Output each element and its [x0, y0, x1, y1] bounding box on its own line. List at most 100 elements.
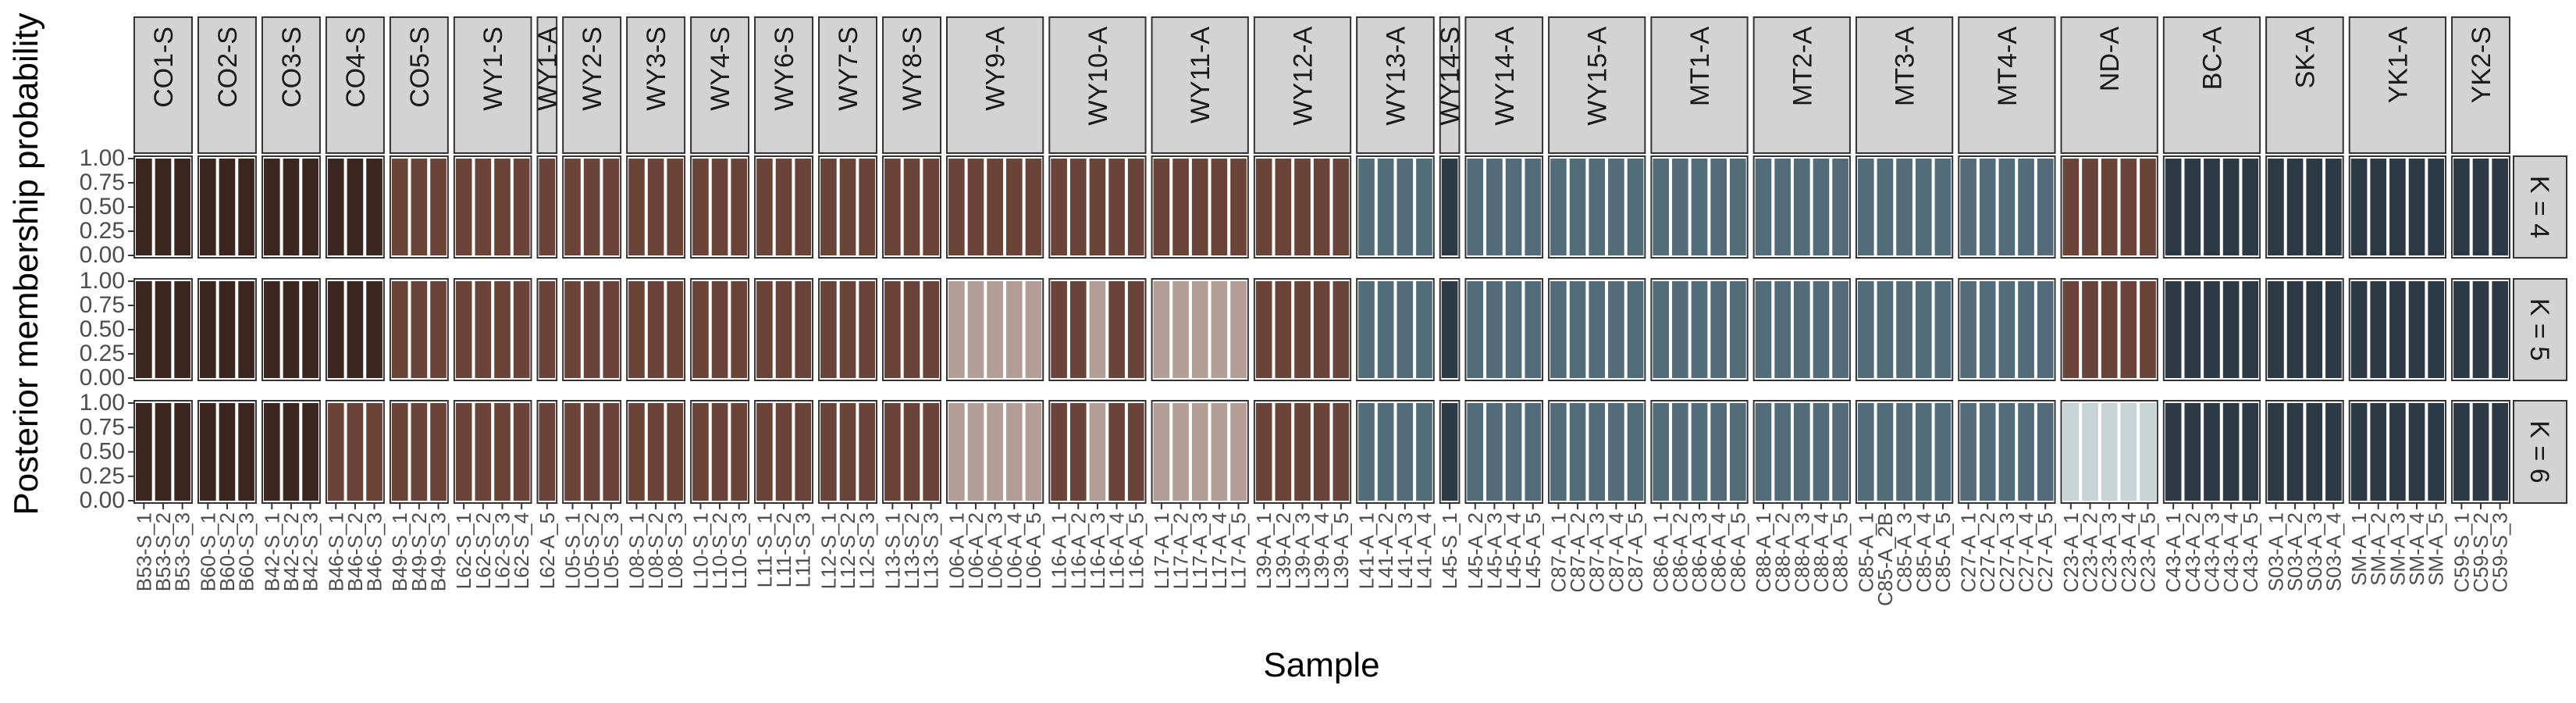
y-tick-label-k5-4: 1.00	[80, 268, 125, 294]
y-tick-label-k6-3: 0.75	[80, 414, 125, 440]
bar-L17-A_1-k4	[1153, 159, 1170, 255]
bar-L62-S_2-k5	[475, 281, 492, 378]
x-label-L17-A_2: L17-A_2	[1169, 512, 1193, 589]
strip-yk2-s	[2451, 16, 2511, 154]
x-label-L06-A_3: L06-A_3	[984, 512, 1007, 589]
strip-label-yk1-a: YK1-A	[2383, 27, 2413, 104]
bar-SM-A_1-k6	[2350, 403, 2368, 501]
bar-C85-A_2B-k4	[1877, 159, 1894, 255]
bar-B60-S_1-k4	[199, 159, 216, 255]
x-label-L08-S_3: L08-S_3	[664, 512, 687, 589]
y-tick-label-k5-0: 0.00	[80, 365, 125, 391]
bar-C85-A_5-k5	[1934, 281, 1952, 378]
bar-L39-A_2-k4	[1275, 159, 1292, 255]
x-label-L45-A_4: L45-A_4	[1502, 512, 1525, 589]
bar-C23-A_3-k4	[2101, 159, 2118, 255]
x-label-L12-S_1: L12-S_1	[817, 512, 840, 589]
bar-C27-A_5-k6	[2037, 403, 2054, 501]
bar-S03-A_3-k4	[2306, 159, 2323, 255]
bar-L12-S_3-k6	[859, 403, 876, 501]
bar-L16-A_2-k6	[1069, 403, 1087, 501]
bar-L62-S_1-k4	[455, 159, 472, 255]
k-strip-label-5: K = 5	[2524, 298, 2554, 361]
bar-C87-A_2-k6	[1569, 403, 1586, 501]
bar-L17-A_2-k6	[1172, 403, 1189, 501]
x-label-B42-S_2: B42-S_2	[279, 512, 303, 591]
bar-L05-S_1-k4	[564, 159, 581, 255]
strip-label-wy14-a: WY14-A	[1490, 27, 1520, 126]
bar-L45-A_2-k5	[1467, 281, 1484, 378]
bar-L11-S_2-k6	[775, 403, 792, 501]
x-label-C86-A_2: C86-A_2	[1668, 512, 1692, 593]
bar-C87-A_5-k4	[1627, 159, 1644, 255]
bar-C88-A_5-k4	[1832, 159, 1848, 255]
bar-S03-A_4-k4	[2325, 159, 2342, 255]
bar-SM-A_1-k5	[2350, 281, 2368, 378]
strip-wy6-s	[754, 16, 814, 154]
bar-C88-A_1-k4	[1755, 159, 1772, 255]
x-label-L10-S_2: L10-S_2	[708, 512, 731, 589]
bar-S03-A_1-k6	[2268, 403, 2284, 501]
x-label-C88-A_3: C88-A_3	[1790, 512, 1813, 593]
bar-B60-S_2-k4	[219, 159, 236, 255]
x-label-B46-S_2: B46-S_2	[343, 512, 367, 591]
bar-C59-S_3-k4	[2492, 159, 2508, 255]
bar-SM-A_4-k6	[2408, 403, 2425, 501]
strip-label-sk-a: SK-A	[2290, 27, 2320, 89]
bar-L06-A_2-k4	[967, 159, 984, 255]
bar-L08-S_2-k4	[647, 159, 664, 255]
bar-B53-S_2-k4	[155, 159, 172, 255]
bar-L06-A_3-k6	[987, 403, 1003, 501]
x-label-L06-A_4: L06-A_4	[1002, 512, 1026, 589]
bar-L62-S_3-k6	[494, 403, 511, 501]
strip-mt3-a	[1855, 16, 1954, 154]
strip-co1-s	[133, 16, 193, 154]
bar-C85-A_4-k4	[1915, 159, 1932, 255]
x-label-C59-S_3: C59-S_3	[2489, 512, 2512, 593]
bar-L16-A_5-k6	[1127, 403, 1144, 501]
strip-co2-s	[197, 16, 257, 154]
strip-wy4-s	[690, 16, 750, 154]
bar-SM-A_2-k6	[2370, 403, 2387, 501]
bar-L45-A_4-k6	[1505, 403, 1522, 501]
strip-label-wy14-s: WY14-S	[1436, 27, 1465, 126]
strip-label-wy3-s: WY3-S	[642, 27, 671, 111]
bar-C86-A_1-k5	[1653, 281, 1670, 378]
bar-B53-S_3-k6	[174, 403, 190, 501]
bar-L62-S_2-k6	[475, 403, 492, 501]
bar-L17-A_3-k5	[1191, 281, 1208, 378]
bar-B46-S_2-k6	[347, 403, 364, 501]
bar-L39-A_3-k4	[1294, 159, 1311, 255]
bar-L39-A_4-k5	[1313, 281, 1330, 378]
bar-C27-A_5-k4	[2037, 159, 2054, 255]
x-label-C23-A_4: C23-A_4	[2117, 512, 2140, 593]
bar-S03-A_4-k5	[2325, 281, 2342, 378]
y-tick-label-k4-4: 1.00	[80, 145, 125, 171]
x-label-L06-A_2: L06-A_2	[964, 512, 987, 589]
bar-C87-A_3-k6	[1589, 403, 1606, 501]
bar-C85-A_1-k4	[1857, 159, 1874, 255]
bar-L05-S_3-k4	[603, 159, 620, 255]
bar-L06-A_5-k6	[1025, 403, 1042, 501]
bar-C87-A_2-k5	[1569, 281, 1586, 378]
x-label-L11-S_1: L11-S_1	[753, 512, 776, 587]
bar-C88-A_4-k5	[1813, 281, 1830, 378]
strip-bc-a	[2162, 16, 2261, 154]
bar-L39-A_5-k6	[1332, 403, 1350, 501]
x-label-L06-A_5: L06-A_5	[1022, 512, 1045, 589]
bar-L16-A_5-k4	[1127, 159, 1144, 255]
bar-SM-A_2-k4	[2370, 159, 2387, 255]
bar-B42-S_2-k5	[283, 281, 300, 378]
x-label-C27-A_4: C27-A_4	[2015, 512, 2038, 593]
bar-C59-S_1-k6	[2453, 403, 2470, 501]
x-label-C59-S_2: C59-S_2	[2469, 512, 2492, 593]
bar-C87-A_5-k5	[1627, 281, 1644, 378]
strip-wy14-a	[1464, 16, 1544, 154]
bar-C43-A_3-k5	[2204, 281, 2220, 378]
strip-label-co4-s: CO4-S	[341, 27, 371, 108]
bar-L11-S_2-k5	[775, 281, 792, 378]
bar-B49-S_3-k6	[430, 403, 447, 501]
x-label-C27-A_2: C27-A_2	[1976, 512, 1999, 593]
bar-C88-A_1-k6	[1755, 403, 1772, 501]
